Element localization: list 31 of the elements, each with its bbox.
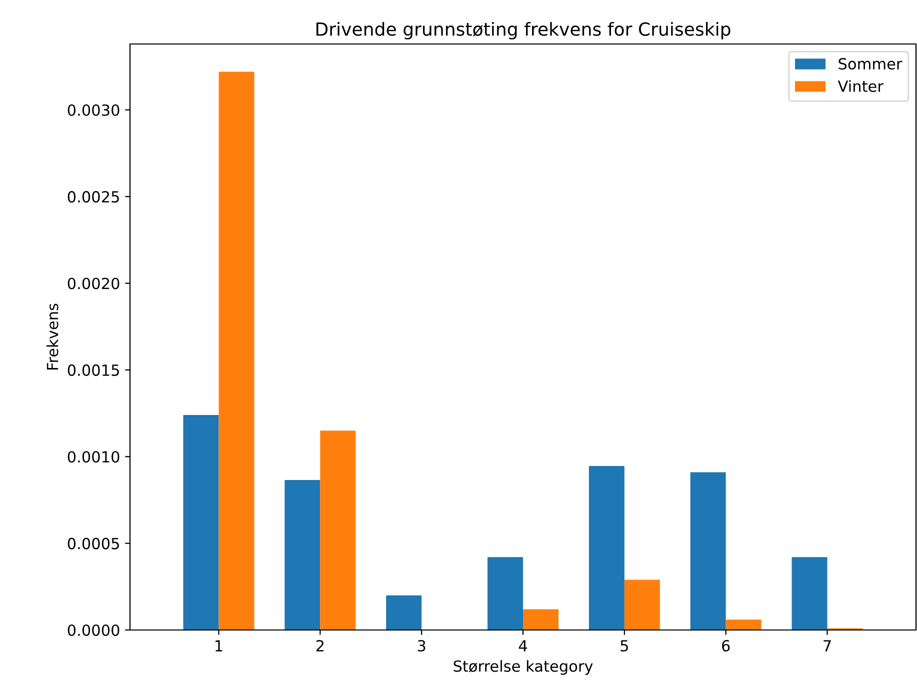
x-tick-label: 4 xyxy=(518,640,528,652)
bar xyxy=(523,609,558,630)
bar xyxy=(320,430,356,630)
bar xyxy=(284,480,320,630)
y-tick-label: 0.0030 xyxy=(68,104,120,116)
x-axis-title: Størrelse kategory xyxy=(454,660,593,675)
y-tick-label: 0.0005 xyxy=(68,538,119,550)
bar xyxy=(726,620,762,630)
bar xyxy=(218,72,254,630)
x-tick-label: 2 xyxy=(316,640,324,652)
y-axis-title: Frekvens xyxy=(46,304,58,370)
bar xyxy=(624,580,660,630)
bar xyxy=(183,415,219,630)
y-tick-label: 0.0000 xyxy=(68,624,120,636)
bar xyxy=(588,466,624,630)
bar xyxy=(386,595,422,630)
x-tick-label: 3 xyxy=(418,640,426,652)
y-tick-label: 0.0010 xyxy=(68,451,120,463)
bar xyxy=(690,472,726,630)
chart-title: Drivende grunnstøting frekvens for Cruiseskip xyxy=(316,22,730,40)
legend-label: Sommer xyxy=(838,58,902,70)
bar xyxy=(488,557,523,630)
x-tick-label: 1 xyxy=(216,640,222,652)
x-tick-label: 5 xyxy=(620,640,628,652)
x-tick-label: 6 xyxy=(722,640,730,652)
legend-label: Vinter xyxy=(838,80,884,92)
y-tick-label: 0.0015 xyxy=(68,364,119,376)
y-tick-label: 0.0020 xyxy=(68,278,120,290)
bar xyxy=(792,557,828,630)
y-tick-label: 0.0025 xyxy=(68,191,119,203)
x-tick-label: 7 xyxy=(824,640,831,652)
